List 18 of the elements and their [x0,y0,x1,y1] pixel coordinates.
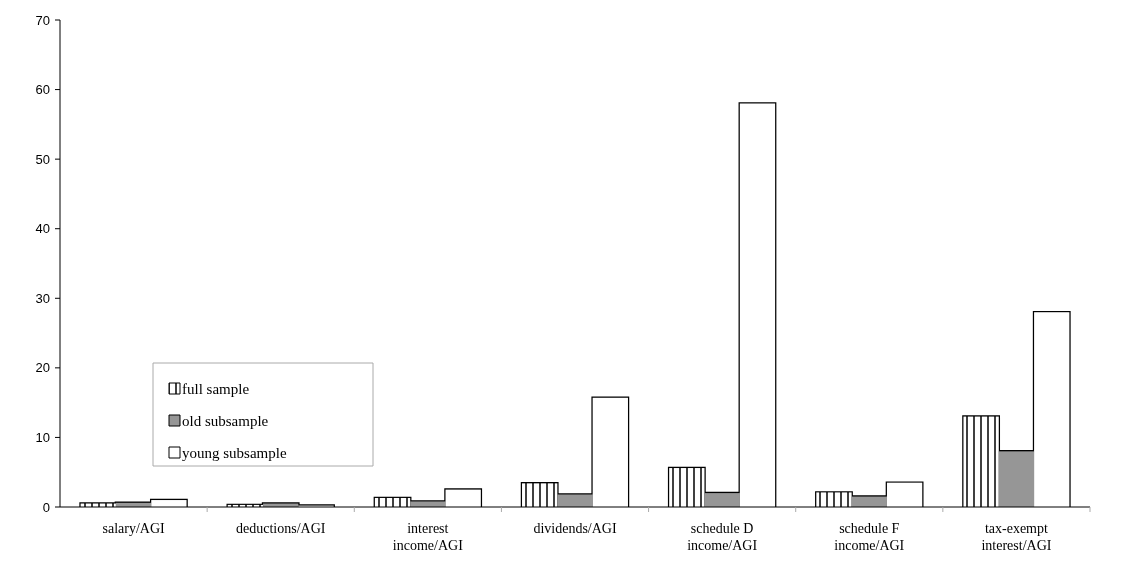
y-tick-label: 0 [42,499,50,515]
text: young subsample [182,445,287,462]
x-tick-label: tax-exempt interest/AGI [981,521,1052,553]
legend-label: full sample [182,381,250,398]
x-tick-label: schedule F income/AGI [834,521,905,553]
y-tick-label: 60 [35,82,50,98]
y-tick-label: 20 [35,360,50,376]
x-tick-label: schedule D income/AGI [687,521,758,553]
x-tick-label: deductions/AGI [236,521,326,536]
y-tick-label: 70 [35,12,50,28]
y-tick-label: 10 [35,429,50,445]
y-tick-label: 50 [35,151,50,167]
y-tick-label: 30 [35,290,50,306]
x-tick-label: salary/AGI [102,521,166,536]
y-tick-label: 40 [35,221,50,237]
x-tick-label: interest income/AGI [392,521,464,553]
x-tick-label: dividends/AGI [533,521,617,536]
legend-label: old subsample [182,413,269,430]
